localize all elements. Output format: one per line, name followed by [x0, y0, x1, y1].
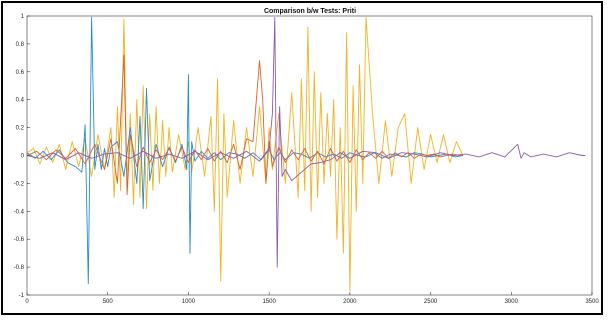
series-line-3 — [26, 54, 463, 196]
series-line-4 — [26, 16, 586, 268]
series-line-2 — [26, 16, 463, 285]
y-tick-label: -0.8 — [14, 265, 25, 271]
x-tick-label: 3000 — [505, 299, 519, 305]
y-tick-label: -0.4 — [14, 209, 25, 215]
y-tick-label: -0.2 — [14, 181, 25, 187]
series-layer — [26, 16, 586, 292]
series-line-1 — [26, 16, 464, 292]
y-tick-label: 0 — [21, 154, 25, 160]
y-tick-label: 0.2 — [16, 126, 25, 132]
x-tick-label: 0 — [25, 299, 29, 305]
x-tick-label: 2500 — [424, 299, 438, 305]
y-tick-label: 0.8 — [16, 42, 25, 48]
axis-layer: 0 500 1000 1500 2000 2500 3000 3500 -1 -0.8 -0.6 -0… — [14, 14, 600, 305]
y-tick-label: 0.6 — [16, 70, 25, 76]
x-tick-label: 3500 — [585, 299, 599, 305]
y-tick-label: -1 — [19, 293, 25, 299]
y-tick-label: 0.4 — [16, 98, 25, 104]
x-tick-label: 1000 — [182, 299, 196, 305]
x-tick-label: 500 — [103, 299, 114, 305]
plot-area — [26, 15, 593, 296]
x-tick-label: 1500 — [262, 299, 276, 305]
y-tick-label: -0.6 — [14, 237, 25, 243]
chart-title: Comparison b/w Tests: Priti — [264, 8, 356, 15]
x-tick-label: 2000 — [343, 299, 357, 305]
y-tick-label: 1 — [21, 14, 25, 20]
